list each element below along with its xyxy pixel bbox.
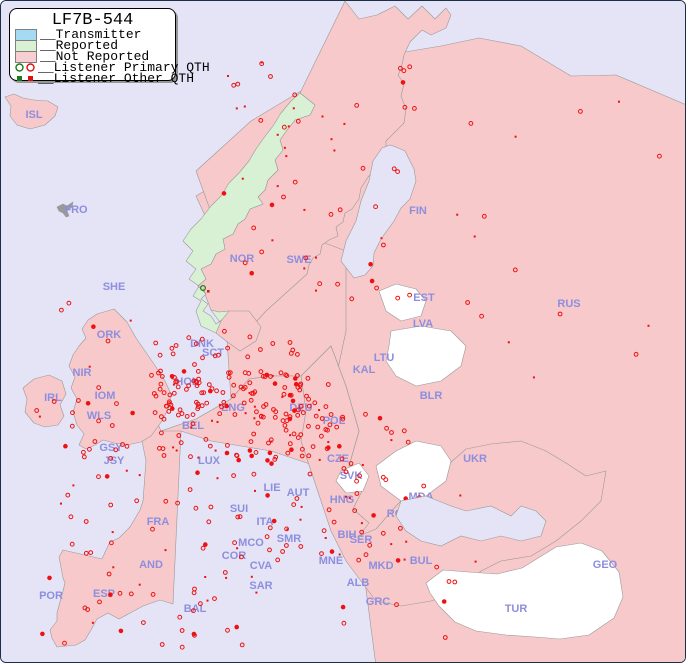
svg-text:RUS: RUS [557,298,580,310]
svg-text:IOM: IOM [95,390,116,402]
svg-text:CVA: CVA [250,560,272,572]
svg-text:MNE: MNE [319,555,343,567]
svg-text:BAL: BAL [184,603,207,615]
svg-text:LTU: LTU [374,352,395,364]
svg-text:BLR: BLR [420,390,443,402]
svg-text:NIR: NIR [73,367,92,379]
svg-text:FIN: FIN [409,205,427,217]
svg-text:TUR: TUR [505,603,528,615]
svg-text:SUI: SUI [230,503,248,515]
svg-text:SMR: SMR [277,533,302,545]
svg-text:ISL: ISL [25,109,42,121]
svg-text:BUL: BUL [410,555,433,567]
svg-text:CZE: CZE [327,453,349,465]
svg-text:JSY: JSY [104,455,125,467]
svg-text:GEO: GEO [593,559,618,571]
svg-text:WLS: WLS [87,410,111,422]
svg-text:LUX: LUX [198,455,221,467]
svg-text:POR: POR [39,590,63,602]
svg-text:SAR: SAR [249,580,272,592]
svg-text:DNK: DNK [190,338,214,350]
svg-text:GRC: GRC [366,596,391,608]
svg-text:SVK: SVK [340,470,363,482]
svg-text:KAL: KAL [353,364,376,376]
svg-text:MCO: MCO [238,537,264,549]
svg-text:EST: EST [413,292,435,304]
svg-text:BIH: BIH [338,529,357,541]
svg-text:IRL: IRL [44,392,62,404]
svg-text:MKD: MKD [368,560,393,572]
svg-text:FRA: FRA [147,516,170,528]
svg-text:HNG: HNG [330,494,354,506]
svg-text:LIE: LIE [263,482,280,494]
svg-text:FRO: FRO [64,204,88,216]
svg-text:GSY: GSY [99,442,123,454]
svg-text:LVA: LVA [413,318,433,330]
svg-text:ALB: ALB [347,577,370,589]
svg-text:SHE: SHE [103,281,126,293]
svg-text:UKR: UKR [463,453,487,465]
svg-text:AND: AND [139,559,163,571]
svg-text:NOR: NOR [230,253,255,265]
svg-text:SWE: SWE [286,254,311,266]
